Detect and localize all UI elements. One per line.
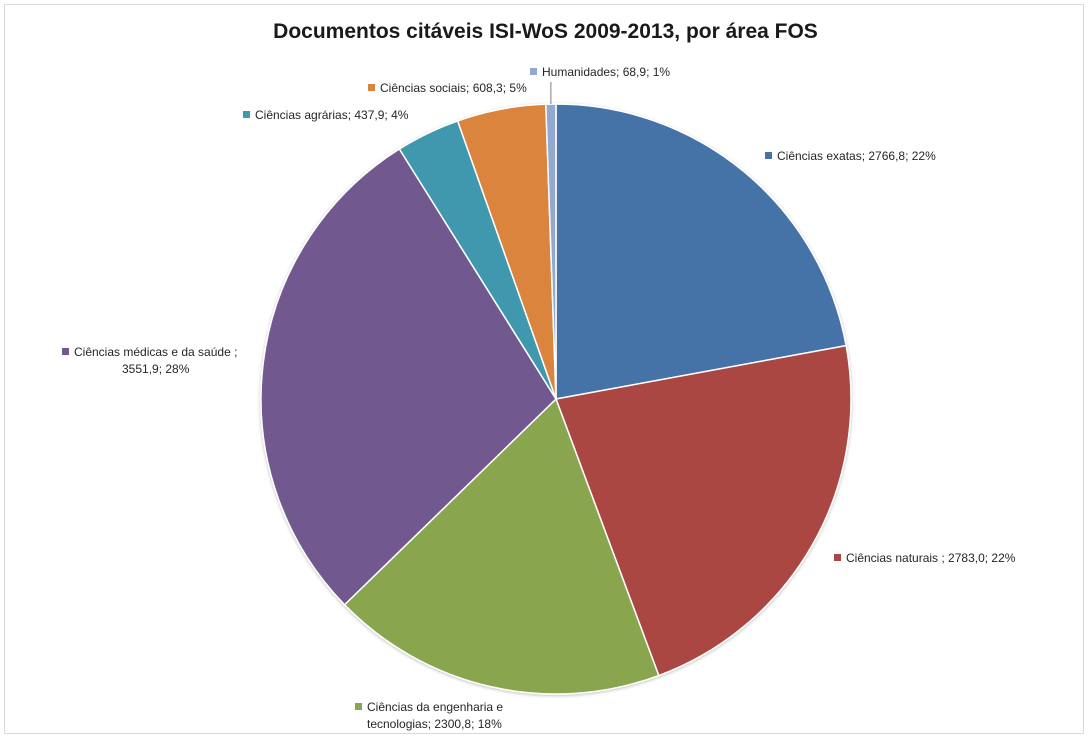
pie-slice-humanidades (545, 103, 557, 400)
data-label-humanidades: Humanidades; 68,9; 1% (530, 65, 670, 79)
data-label-ciencias-exatas: Ciências exatas; 2766,8; 22% (765, 149, 936, 163)
chart-title: Documentos citáveis ISI-WoS 2009-2013, p… (273, 20, 818, 43)
data-label-text: Ciências exatas; 2766,8; 22% (777, 149, 936, 163)
pie-slice-ciencias-da-engenharia-e-tecnologias (343, 397, 660, 695)
data-label-text: Ciências naturais ; 2783,0; 22% (846, 551, 1016, 565)
data-label-ciencias-agrarias: Ciências agrárias; 437,9; 4% (243, 108, 409, 122)
pie-slice-ciencias-medicas-e-da-saude (260, 147, 557, 606)
data-label-text: tecnologias; 2300,8; 18% (367, 717, 502, 731)
data-label-ciencias-da-engenharia-e-tecnologias: Ciências da engenharia e tecnologias; 230… (355, 700, 503, 731)
data-label-ciencias-medicas-e-da-saude: Ciências médicas e da saúde ; 3551,9; 28% (62, 345, 237, 376)
legend-key-ciencias-exatas (765, 152, 772, 159)
legend-key-ciencias-sociais (368, 84, 375, 91)
data-label-text: Humanidades; 68,9; 1% (542, 65, 670, 79)
pie-slice-ciencias-naturais (554, 344, 852, 677)
legend-key-ciencias-agrarias (243, 111, 250, 118)
pie-slice-ciencias-exatas (555, 103, 848, 400)
data-label-ciencias-sociais: Ciências sociais; 608,3; 5% (368, 81, 527, 95)
legend-key-ciencias-da-engenharia-e-tecnologias (355, 703, 362, 710)
data-label-ciencias-naturais: Ciências naturais ; 2783,0; 22% (834, 551, 1016, 565)
data-label-text: Ciências da engenharia e (367, 700, 503, 714)
legend-key-ciencias-medicas-e-da-saude (62, 348, 69, 355)
data-label-text: 3551,9; 28% (122, 362, 190, 376)
legend-key-humanidades (530, 68, 537, 75)
data-label-text: Ciências sociais; 608,3; 5% (380, 81, 527, 95)
data-label-text: Ciências médicas e da saúde ; (74, 345, 237, 359)
data-label-text: Ciências agrárias; 437,9; 4% (255, 108, 409, 122)
legend-key-ciencias-naturais (834, 554, 841, 561)
